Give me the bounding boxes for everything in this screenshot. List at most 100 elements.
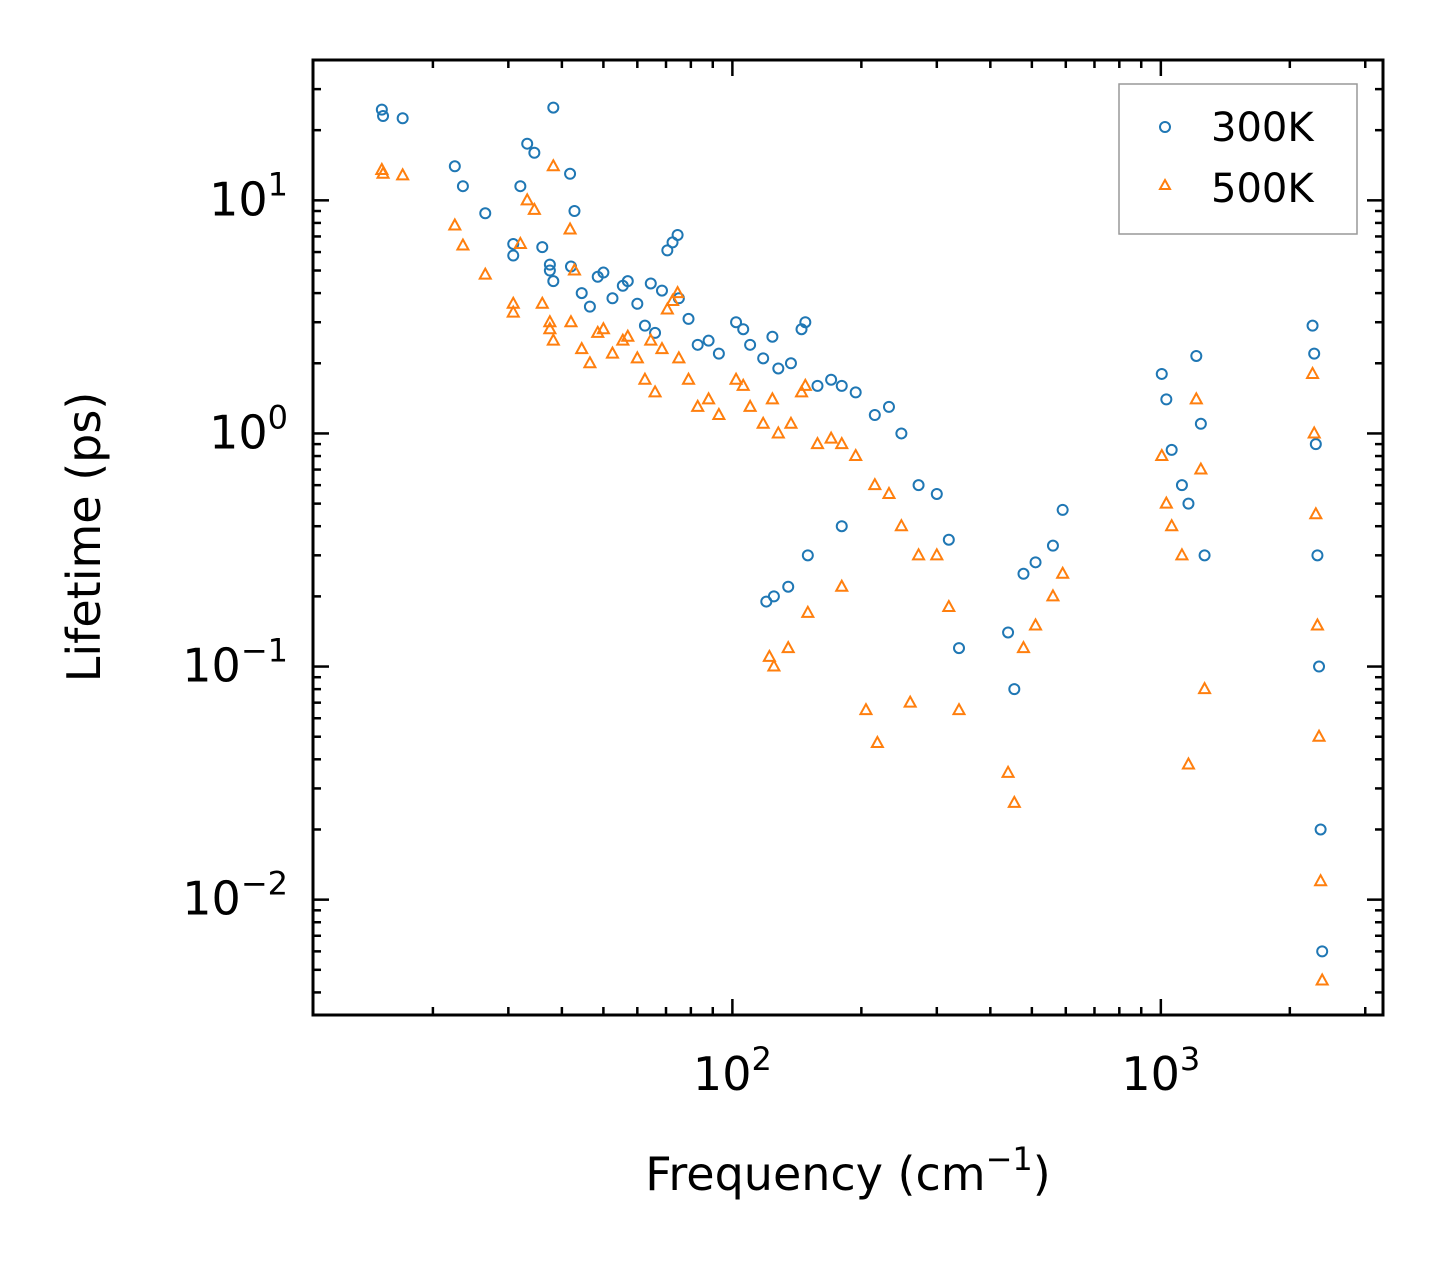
data-point: [654, 341, 670, 355]
data-point: [1307, 425, 1322, 439]
data-point: [1316, 945, 1329, 958]
data-point: [631, 297, 644, 310]
data-point: [711, 406, 727, 420]
data-point: [637, 371, 653, 385]
data-point: [1189, 391, 1204, 405]
data-point: [1190, 349, 1203, 362]
data-point: [1309, 438, 1322, 451]
data-point: [507, 249, 520, 262]
data-point: [849, 386, 862, 399]
data-point: [1008, 683, 1021, 696]
data-point: [702, 334, 715, 347]
data-point: [783, 415, 799, 429]
data-point: [520, 192, 535, 206]
data-point: [547, 101, 560, 114]
data-point: [929, 547, 944, 561]
data-point: [757, 352, 770, 365]
data-point: [1154, 447, 1169, 462]
data-point: [514, 180, 527, 193]
data-point: [649, 326, 662, 339]
data-point: [798, 377, 813, 391]
data-point: [575, 287, 588, 300]
data-point: [643, 332, 658, 346]
data-point: [395, 167, 410, 181]
data-point: [521, 137, 534, 150]
data-point: [375, 103, 388, 116]
data-point: [448, 160, 461, 173]
data-point: [506, 304, 521, 318]
tick-labels: 102 103 10−2 10−1 100 101: [182, 165, 1200, 1101]
data-point: [870, 734, 885, 748]
data-point: [782, 580, 795, 593]
data-point: [1308, 506, 1324, 520]
data-point: [810, 436, 825, 450]
data-point: [690, 398, 705, 412]
data-point: [582, 355, 598, 369]
data-point: [895, 427, 908, 440]
data-point: [1046, 539, 1059, 552]
data-point: [671, 229, 684, 242]
data-point: [894, 518, 909, 532]
series-300k: [375, 101, 1329, 958]
data-point: [881, 485, 897, 499]
data-point: [596, 321, 611, 335]
data-point: [527, 201, 542, 215]
data-point: [536, 241, 549, 254]
data-point: [911, 547, 926, 561]
data-point: [1028, 617, 1043, 631]
data-point: [1016, 640, 1031, 654]
data-point: [765, 391, 780, 405]
data-point: [882, 400, 895, 413]
data-point: [1174, 547, 1190, 561]
data-point: [671, 350, 687, 364]
data-point: [1159, 495, 1174, 509]
data-point: [562, 221, 578, 235]
y-tick-label: 100: [209, 398, 288, 459]
data-point: [784, 357, 797, 370]
data-point: [1313, 873, 1328, 887]
data-point: [1155, 367, 1168, 380]
data-point: [867, 477, 883, 491]
data-point: [644, 277, 657, 290]
data-point: [800, 604, 816, 618]
data-point: [620, 328, 635, 342]
data-point: [1306, 319, 1319, 332]
data-point: [811, 379, 824, 392]
data-point: [762, 648, 777, 662]
data-point: [902, 694, 918, 708]
data-point: [513, 235, 528, 249]
legend-marker-500k: [1158, 177, 1172, 190]
data-point: [951, 702, 967, 716]
legend-label-300k: 300K: [1211, 105, 1315, 151]
y-tick-label: 10−1: [182, 632, 288, 693]
data-point: [744, 338, 757, 351]
data-point: [1181, 756, 1196, 770]
data-point: [1000, 764, 1016, 778]
data-point: [691, 338, 704, 351]
data-point: [1160, 393, 1173, 406]
data-point: [1002, 626, 1015, 639]
data-point: [834, 436, 849, 450]
data-point: [1029, 556, 1042, 569]
data-point: [546, 158, 561, 172]
data-point: [1310, 617, 1325, 631]
data-point: [1197, 681, 1212, 695]
data-point: [848, 447, 863, 462]
data-point: [858, 702, 874, 716]
data-point: [375, 165, 391, 179]
data-point: [568, 205, 581, 218]
data-point: [396, 112, 409, 125]
data-point: [455, 237, 471, 251]
data-point: [952, 642, 965, 655]
data-point: [771, 425, 786, 439]
data-point: [535, 295, 550, 309]
data-point: [781, 640, 796, 654]
data-point: [825, 373, 838, 386]
data-point: [1045, 588, 1061, 602]
data-point: [681, 371, 696, 385]
data-point: [767, 590, 780, 603]
data-point: [942, 533, 955, 546]
data-point: [655, 284, 668, 297]
data-point: [665, 292, 680, 306]
